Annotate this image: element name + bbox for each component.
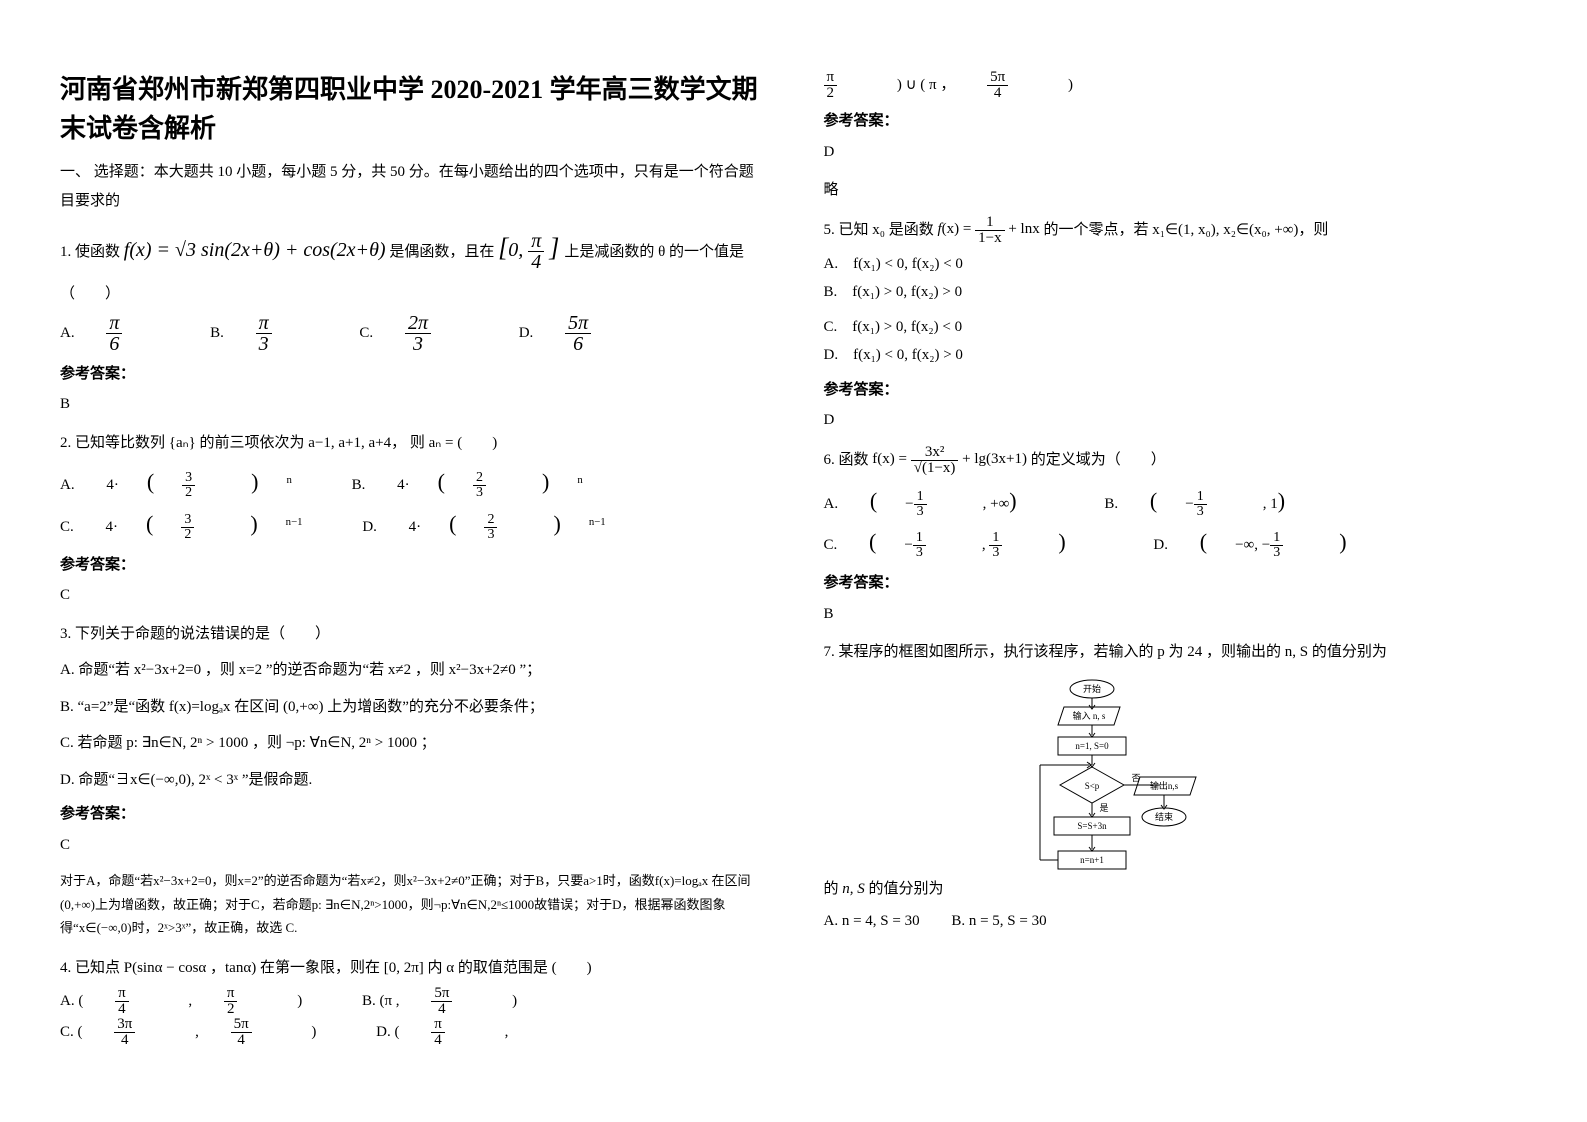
q5-C: C. f(x₁) > 0, f(x₂) < 0 — [824, 313, 1162, 342]
q4-B: B. (π , 5π4 ) — [362, 986, 545, 1017]
q5-A: A. f(x₁) < 0, f(x₂) < 0 — [824, 250, 1162, 279]
exam-title: 河南省郑州市新郑第四职业中学 2020-2021 学年高三数学文期末试卷含解析 — [60, 70, 764, 148]
q1-int-den: 4 — [528, 252, 544, 272]
q1-int-num: π — [528, 231, 544, 252]
q4-ans-label: 参考答案： — [824, 107, 1528, 136]
q3-ans-label: 参考答案： — [60, 800, 764, 829]
q1-C-label: C. — [359, 319, 373, 348]
q2-A-label: A. — [60, 471, 75, 500]
q1-D-den: 6 — [565, 334, 591, 354]
q2-B-label: B. — [352, 471, 366, 500]
flow-yes: 是 — [1100, 803, 1109, 813]
q1-fx: f(x) = √3 sin(2x+θ) + cos(2x+θ) — [124, 239, 386, 261]
question-1: 1. 使函数 f(x) = √3 sin(2x+θ) + cos(2x+θ) 是… — [60, 223, 764, 272]
question-7: 7. 某程序的框图如图所示，执行该程序，若输入的 p 为 24 ，则输出的 n,… — [824, 638, 1528, 667]
q1-C-den: 3 — [405, 334, 431, 354]
flowchart-svg: 开始 输入 n, s n=1, S=0 S<p 是 否 S=S+3n 输出n,s… — [992, 677, 1202, 887]
q7-options: A. n = 4, S = 30 B. n = 5, S = 30 — [824, 907, 1528, 936]
question-2: 2. 已知等比数列 {aₙ} 的前三项依次为 a−1, a+1, a+4， 则 … — [60, 429, 764, 458]
q1-stem-post: 上是减函数的 θ 的一个值是 — [564, 244, 744, 260]
q4-ans: D — [824, 138, 1528, 167]
q7-A: A. n = 4, S = 30 — [824, 907, 920, 936]
q1-B-den: 3 — [256, 334, 272, 354]
q5-stem-pre: 5. 已知 x₀ 是函数 — [824, 221, 938, 237]
q3-D: D. 命题“∃x∈(−∞,0), 2ˣ < 3ˣ ”是假命题. — [60, 766, 764, 795]
q4-C: C. ( 3π4 , 5π4 ) — [60, 1017, 344, 1048]
q6-B: B. (−13, 1) — [1104, 480, 1341, 522]
q4-options: A. ( π4 , π2 ) B. (π , 5π4 ) C. ( 3π4 , … — [60, 986, 764, 1048]
q6-fx: f(x) = 3x²√(1−x) + lg(3x+1) — [872, 451, 1030, 467]
q1-stem-pre: 1. 使函数 — [60, 244, 120, 260]
q1-A-num: π — [106, 313, 122, 334]
q6-A: A. (−13, +∞) — [824, 480, 1073, 522]
q4-D: D. ( π4 , — [376, 1017, 536, 1048]
flow-end: 结束 — [1155, 811, 1173, 822]
q6-options: A. (−13, +∞) B. (−13, 1) C. (−13, 13) D.… — [824, 480, 1528, 564]
q3-ans: C — [60, 831, 764, 860]
flow-start: 开始 — [1083, 683, 1101, 694]
q1-interval: [0, π4 ] — [498, 239, 564, 261]
question-3: 3. 下列关于命题的说法错误的是（ ） — [60, 620, 764, 649]
q1-D-label: D. — [519, 319, 534, 348]
q6-C: C. (−13, 13) — [824, 521, 1122, 563]
q1-A-den: 6 — [106, 334, 122, 354]
q7-B: B. n = 5, S = 30 — [951, 907, 1046, 936]
q6-ans: B — [824, 600, 1528, 629]
q2-C-label: C. — [60, 513, 74, 542]
flow-cond: S<p — [1085, 781, 1100, 791]
flow-output: 输出n,s — [1150, 780, 1179, 791]
q5-fx: f(x) = 11−x + lnx — [937, 221, 1043, 237]
q6-stem-post: 的定义域为（ ） — [1031, 451, 1166, 467]
q6-stem-pre: 6. 函数 — [824, 451, 873, 467]
q1-B-label: B. — [210, 319, 224, 348]
q5-options-row1: A. f(x₁) < 0, f(x₂) < 0 B. f(x₁) > 0, f(… — [824, 250, 1528, 307]
q1-A-label: A. — [60, 319, 75, 348]
section-1-heading: 一、 选择题：本大题共 10 小题，每小题 5 分，共 50 分。在每小题给出的… — [60, 158, 764, 215]
flow-assign: S=S+3n — [1078, 821, 1108, 831]
q7-row: 的 n, S 的值分别为 — [824, 671, 1528, 904]
q7-side-text: 的 n, S 的值分别为 — [824, 875, 984, 904]
q4-A: A. ( π4 , π2 ) — [60, 986, 330, 1017]
q1-ans: B — [60, 390, 764, 419]
flow-no: 否 — [1132, 773, 1141, 783]
q2-D-label: D. — [362, 513, 377, 542]
q3-explain: 对于A，命题“若x²−3x+2=0，则x=2”的逆否命题为“若x≠2，则x²−3… — [60, 869, 764, 939]
question-5: 5. 已知 x₀ 是函数 f(x) = 11−x + lnx 的一个零点，若 x… — [824, 215, 1528, 246]
q2-A: 4·(32)n — [106, 461, 292, 503]
question-4: 4. 已知点 P(sinα − cosα ，tanα) 在第一象限，则在 [0,… — [60, 954, 764, 983]
q4-ans2: 略 — [824, 176, 1528, 205]
flowchart: 开始 输入 n, s n=1, S=0 S<p 是 否 S=S+3n 输出n,s… — [987, 677, 1207, 898]
flow-init: n=1, S=0 — [1076, 741, 1110, 751]
q2-D: 4·(23)n−1 — [409, 503, 606, 545]
q1-B-num: π — [256, 313, 272, 334]
q1-C-num: 2π — [405, 313, 431, 334]
q2-ans: C — [60, 581, 764, 610]
q4-D-cont: π2 ) ∪ ( π ， 5π4 ) — [824, 70, 1528, 101]
flow-inc: n=n+1 — [1080, 855, 1104, 865]
q6-ans-label: 参考答案： — [824, 569, 1528, 598]
q5-stem-post: 的一个零点，若 x₁∈(1, x₀), x₂∈(x₀, +∞)，则 — [1043, 221, 1328, 237]
q2-B: 4·(23)n — [397, 461, 583, 503]
q1-paren: （ ） — [60, 280, 764, 309]
q5-B: B. f(x₁) > 0, f(x₂) > 0 — [824, 278, 1162, 307]
q1-ans-label: 参考答案： — [60, 360, 764, 389]
q2-C: 4·(32)n−1 — [106, 503, 303, 545]
q3-A: A. 命题“若 x²−3x+2=0 ，则 x=2 ”的逆否命题为“若 x≠2 ，… — [60, 656, 764, 685]
question-6: 6. 函数 f(x) = 3x²√(1−x) + lg(3x+1) 的定义域为（… — [824, 445, 1528, 476]
q1-stem-mid: 是偶函数，且在 — [389, 244, 494, 260]
q1-D-num: 5π — [565, 313, 591, 334]
q3-C: C. 若命题 p: ∃n∈N, 2ⁿ > 1000 ，则 ¬p: ∀n∈N, 2… — [60, 729, 764, 758]
q1-options: A. π6 B. π3 C. 2π3 D. 5π6 — [60, 313, 764, 354]
q3-B: B. “a=2”是“函数 f(x)=logₐx 在区间 (0,+∞) 上为增函数… — [60, 693, 764, 722]
q5-D: D. f(x₁) < 0, f(x₂) > 0 — [824, 341, 1162, 370]
flow-input: 输入 n, s — [1073, 710, 1106, 721]
q5-options-row2: C. f(x₁) > 0, f(x₂) < 0 D. f(x₁) < 0, f(… — [824, 313, 1528, 370]
q2-ans-label: 参考答案： — [60, 551, 764, 580]
q5-ans: D — [824, 406, 1528, 435]
q2-options: A. 4·(32)n B. 4·(23)n C. 4·(32)n−1 D. 4·… — [60, 461, 764, 545]
q6-D: D. (−∞, −13) — [1153, 521, 1402, 563]
q5-ans-label: 参考答案： — [824, 376, 1528, 405]
